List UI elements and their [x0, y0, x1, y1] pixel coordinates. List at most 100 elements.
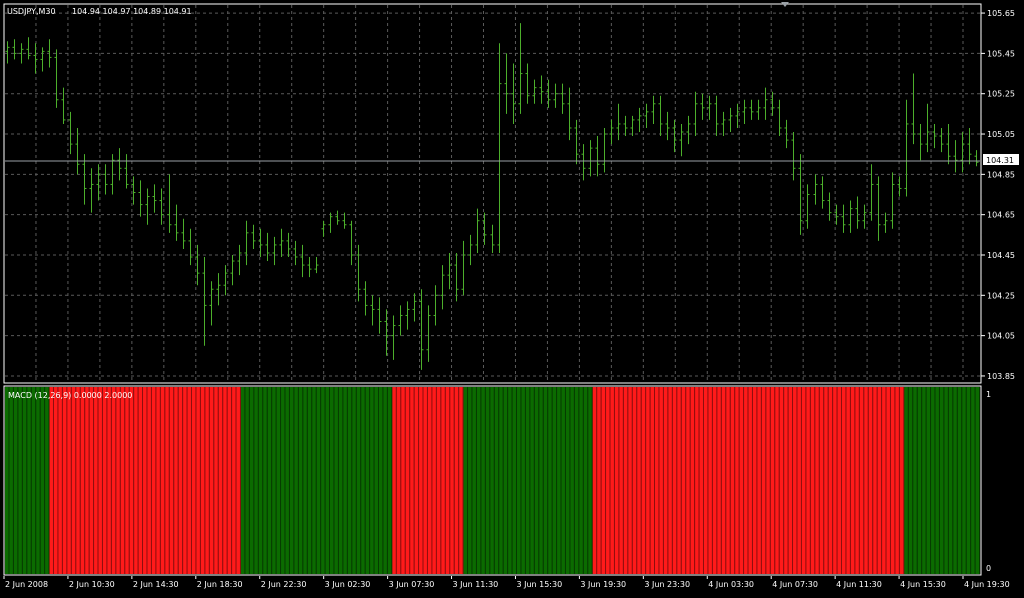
- ohlc-bar: [412, 293, 417, 322]
- histogram-bar: [98, 387, 103, 574]
- time-tick-label: 4 Jun 15:30: [900, 580, 946, 589]
- time-tick-label: 2 Jun 2008: [5, 580, 48, 589]
- histogram-bar: [744, 387, 749, 574]
- histogram-bar: [18, 387, 23, 574]
- histogram-bar: [752, 387, 758, 574]
- ohlc-bar: [335, 210, 340, 225]
- histogram-bar: [120, 387, 126, 574]
- histogram-bar: [281, 387, 286, 574]
- time-axis[interactable]: 2 Jun 2008 2 Jun 10:30 2 Jun 14:30 2 Jun 18…: [3, 576, 1010, 589]
- histogram-bar: [325, 387, 330, 574]
- ohlc-bar: [391, 315, 396, 360]
- ohlc-bar: [377, 297, 382, 334]
- histogram-bar: [583, 387, 589, 574]
- histogram-bar: [160, 387, 166, 574]
- price-axis[interactable]: 105.65 105.45 105.25 105.05 104.85 104.65 104.…: [981, 9, 1015, 381]
- histogram-bar: [895, 387, 900, 574]
- histogram-bar: [574, 387, 580, 574]
- price-grid: [5, 5, 980, 382]
- price-pane[interactable]: USDJPY,M30 104.94 104.97 104.89 104.91: [3, 2, 982, 384]
- ohlc-bar: [461, 240, 466, 296]
- histogram-bar: [58, 387, 63, 574]
- time-tick-label: 3 Jun 07:30: [389, 580, 435, 589]
- time-tick-label: 4 Jun 03:30: [708, 580, 754, 589]
- ohlc-bar: [693, 91, 698, 137]
- histogram-bar: [948, 387, 954, 574]
- ohlc-bar: [96, 164, 101, 201]
- histogram-bar: [686, 387, 691, 574]
- ohlc-bar: [447, 252, 452, 290]
- histogram-bar: [370, 387, 375, 574]
- histogram-bar: [944, 387, 949, 574]
- ohlc-bar: [475, 208, 480, 253]
- histogram-bar: [454, 387, 460, 574]
- ohlc-bar: [728, 107, 733, 133]
- indicator-pane-frame: [3, 385, 982, 576]
- ohlc-bar: [665, 111, 670, 141]
- histogram-bar: [512, 387, 517, 574]
- histogram-bar: [971, 387, 976, 574]
- histogram-bar: [125, 387, 130, 574]
- histogram-bar: [356, 387, 362, 574]
- price-tick-label: 105.65: [987, 9, 1015, 18]
- ohlc-bar: [532, 79, 537, 104]
- histogram-bar: [441, 387, 446, 574]
- histogram-bar: [712, 387, 718, 574]
- histogram-bar: [770, 387, 776, 574]
- ohlc-bar: [539, 75, 544, 104]
- time-tick-label: 4 Jun 11:30: [836, 580, 882, 589]
- ohlc-bar: [749, 99, 754, 120]
- histogram-bar: [45, 387, 50, 574]
- ohlc-bar: [707, 95, 712, 120]
- ohlc-bar: [216, 273, 221, 306]
- histogram-bar: [953, 387, 958, 574]
- histogram-bar: [788, 387, 794, 574]
- histogram-bar: [49, 387, 54, 574]
- histogram-bar: [899, 387, 905, 574]
- histogram-bar: [530, 387, 535, 574]
- ohlc-bar: [258, 228, 263, 258]
- histogram-bar: [561, 387, 566, 574]
- histogram-bar: [975, 387, 980, 574]
- histogram-bar: [570, 387, 575, 574]
- histogram-bar: [543, 387, 549, 574]
- histogram-bar: [855, 387, 860, 574]
- ohlc-bar: [890, 172, 895, 229]
- histogram-bar: [285, 387, 290, 574]
- histogram-bar: [748, 387, 753, 574]
- ohlc-bar: [637, 107, 642, 133]
- histogram-bar: [169, 387, 175, 574]
- histogram-bar: [445, 387, 451, 574]
- histogram-bar: [245, 387, 250, 574]
- histogram-bar: [882, 387, 887, 574]
- ohlc-bar: [553, 83, 558, 108]
- time-tick-label: 3 Jun 11:30: [453, 580, 499, 589]
- ohlc-bar: [167, 174, 172, 233]
- histogram-bar: [227, 387, 233, 574]
- histogram-bar: [27, 387, 32, 574]
- ohlc-bar: [932, 123, 937, 149]
- histogram-bar: [735, 387, 740, 574]
- current-price-tag: 104.31: [983, 154, 1019, 165]
- histogram-bar: [797, 387, 802, 574]
- histogram-bar: [592, 387, 598, 574]
- histogram-bar: [833, 387, 838, 574]
- indicator-pane[interactable]: MACD (12,26,9) 0.0000 2.0000 1 0: [3, 385, 991, 576]
- ohlc-bar: [103, 164, 108, 195]
- histogram-bar: [819, 387, 825, 574]
- ohlc-bar: [307, 257, 312, 278]
- histogram-bar: [962, 387, 967, 574]
- histogram-bar: [258, 387, 264, 574]
- histogram-bar: [405, 387, 411, 574]
- ohlc-bar: [342, 212, 347, 229]
- indicator-scale-top: 1: [986, 390, 991, 399]
- histogram-bar: [521, 387, 526, 574]
- ohlc-bar: [820, 176, 825, 209]
- shift-marker-icon[interactable]: [781, 2, 789, 7]
- ohlc-bar: [623, 115, 628, 137]
- ohlc-bar: [630, 115, 635, 137]
- histogram-bar: [650, 387, 655, 574]
- histogram-bar: [396, 387, 402, 574]
